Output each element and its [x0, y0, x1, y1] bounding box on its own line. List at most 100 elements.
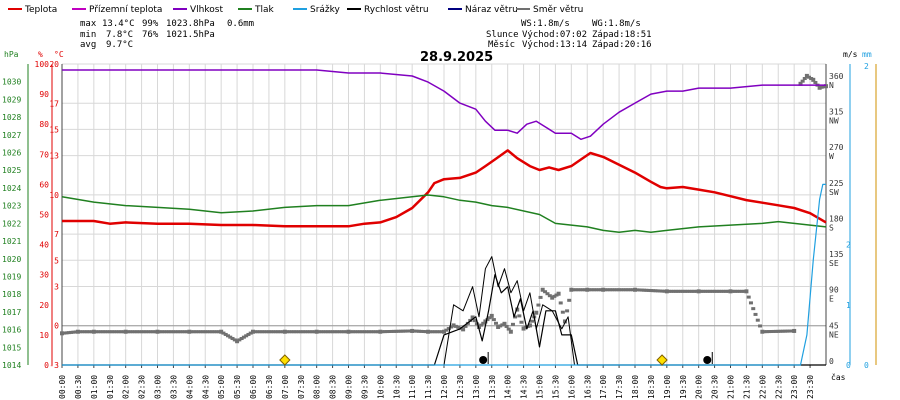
x-tick-label: 03:30 [169, 375, 178, 399]
wind-direction-point [307, 330, 312, 334]
wind-direction-point [228, 335, 233, 339]
sun-marker [656, 354, 668, 366]
wind-direction-point [298, 330, 303, 334]
wind-direction-point [792, 328, 797, 333]
press-tick-label: 1023 [2, 202, 21, 211]
press-tick-label: 1018 [2, 290, 21, 299]
wind-direction-point [692, 289, 697, 293]
wind-direction-point [773, 329, 778, 333]
wind-direction-point [296, 330, 301, 334]
stat-avg-label: avg [80, 40, 96, 50]
wind-direction-point [726, 289, 731, 293]
wind-direction-point [139, 330, 144, 334]
dir-compass-label: E [829, 295, 834, 304]
sun-label: Slunce [486, 30, 519, 40]
dir-tick-label: 135 [829, 250, 844, 259]
wind-direction-point [98, 330, 103, 334]
hum-tick-label: 30 [39, 271, 49, 280]
x-tick-label: 05:00 [217, 375, 226, 399]
press-tick-label: 1015 [2, 343, 21, 352]
wind-direction-point [96, 330, 101, 334]
wind-direction-point [428, 330, 433, 334]
wind-direction-point [366, 330, 371, 334]
wind-direction-point [764, 330, 769, 334]
press-axis-label: hPa [4, 50, 19, 59]
stat-min-hum: 76% [142, 30, 159, 40]
wind-direction-point [157, 330, 162, 334]
wind-direction-point [687, 289, 692, 293]
wind-direction-point [103, 330, 108, 334]
wind-direction-point [821, 85, 826, 89]
x-tick-label: 18:00 [631, 375, 640, 399]
dir-tick-label: 225 [829, 179, 844, 188]
wind-direction-point [751, 307, 756, 311]
wind-direction-point [550, 295, 555, 300]
wind-direction-point [567, 298, 572, 302]
wind-direction-point [232, 338, 237, 342]
wind-direction-point [506, 327, 511, 331]
hum-tick-label: 0 [44, 361, 49, 370]
stat-max-hum: 99% [142, 19, 159, 29]
wind-direction-point [610, 288, 615, 292]
wind-direction-point [80, 330, 85, 334]
wind-direction-point [225, 334, 230, 338]
wind-direction-point [75, 329, 80, 334]
wind-direction-point [69, 330, 74, 334]
wind-direction-point [341, 330, 346, 334]
temp-tick-label: 15 [49, 125, 59, 134]
hum-tick-label: 40 [39, 241, 49, 250]
wind-direction-point [758, 324, 763, 328]
wind-direction-point [667, 289, 672, 293]
wind-direction-point [753, 312, 758, 316]
wind-direction-point [635, 288, 640, 292]
wind-direction-point [266, 330, 271, 334]
series-line-teplota [62, 149, 827, 228]
wind-direction-point [332, 330, 337, 334]
wind-direction-point [330, 330, 335, 334]
wind-direction-point [689, 289, 694, 293]
wind-direction-point [398, 329, 403, 333]
wind-direction-point [387, 330, 392, 334]
wind-direction-point [744, 289, 749, 294]
wind-direction-point [401, 329, 406, 333]
wind-direction-point [809, 77, 814, 81]
wind-direction-point [607, 288, 612, 292]
x-tick-label: 11:30 [424, 375, 433, 399]
wind-direction-point [278, 330, 283, 334]
wind-direction-point [807, 75, 812, 79]
wind-direction-point [305, 330, 310, 334]
wind-direction-point [391, 329, 396, 333]
wind-direction-point [200, 330, 205, 334]
stat-max-label: max [80, 19, 97, 29]
wind-direction-point [64, 331, 69, 335]
wind-direction-point [198, 330, 203, 334]
wind-direction-point [205, 330, 210, 334]
x-tick-label: 09:30 [360, 375, 369, 399]
moonrise-time: Východ:13:14 [522, 40, 587, 50]
wind-direction-point [319, 330, 324, 334]
wind-direction-point [730, 289, 735, 293]
temp-tick-label: 20 [49, 60, 59, 69]
wind-direction-point [569, 287, 574, 292]
wind-direction-point [819, 85, 824, 89]
wind-direction-point [585, 287, 590, 292]
wind-direction-point [733, 289, 738, 293]
wind-direction-point [382, 330, 387, 334]
wind-direction-point [314, 329, 319, 334]
wind-direction-point [703, 289, 708, 293]
x-tick-label: 13:00 [472, 375, 481, 399]
wind-direction-point [617, 288, 622, 292]
wind-direction-point [474, 322, 479, 326]
wind-direction-point [767, 330, 772, 334]
hum-tick-label: 70 [39, 150, 49, 159]
wind-direction-point [523, 326, 528, 330]
legend-label: Tlak [254, 5, 275, 15]
wind-direction-point [100, 330, 105, 334]
wind-direction-point [485, 318, 490, 322]
press-tick-label: 1019 [2, 272, 21, 281]
wind-direction-point [515, 307, 520, 312]
wind-direction-point [628, 288, 633, 292]
temp-tick-label: 3 [54, 282, 59, 291]
x-tick-label: 16:00 [567, 375, 576, 399]
